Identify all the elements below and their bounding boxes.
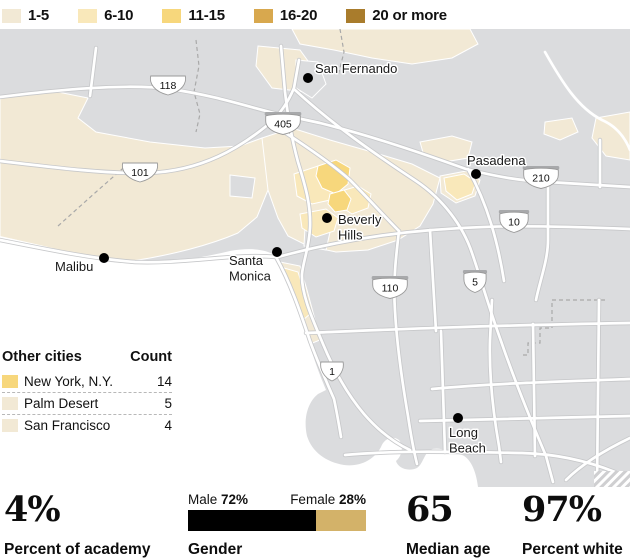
city-dot	[322, 213, 332, 223]
row-city: New York, N.Y.	[24, 374, 114, 389]
legend-item: 16-20	[253, 7, 318, 24]
highway-shield-5: 5	[462, 270, 488, 293]
row-swatch	[2, 397, 18, 410]
stat-median-age-value: 65	[406, 489, 454, 530]
region-11-15	[315, 159, 352, 213]
legend-label: 1-5	[28, 7, 50, 24]
city-malibu: Malibu	[54, 253, 109, 276]
shield-number: 10	[508, 217, 520, 229]
legend-label: 16-20	[279, 7, 318, 24]
table-row: New York, N.Y. 14	[2, 371, 172, 393]
hatched-edge	[594, 471, 630, 487]
table-count-header: Count	[130, 349, 172, 365]
highway-shield-405: 405	[264, 112, 302, 135]
shield-number: 5	[472, 277, 478, 289]
highway-shield-1: 1	[320, 361, 344, 382]
legend-item: 1-5	[2, 7, 49, 24]
shield-number: 110	[382, 283, 399, 295]
gender-bar	[188, 510, 366, 531]
city-beverly-hills: Beverly Hills	[322, 211, 383, 244]
city-long-beach: Long Beach	[448, 413, 487, 457]
stat-median-age-label: Median age	[406, 541, 491, 558]
shield-number: 101	[131, 167, 149, 179]
city-dot	[453, 413, 463, 423]
legend-swatch	[2, 8, 21, 23]
legend-item: 11-15	[162, 7, 225, 24]
table-row: Palm Desert 5	[2, 393, 172, 415]
shield-number: 1	[329, 366, 335, 378]
row-city: San Francisco	[24, 418, 111, 433]
city-dot	[471, 169, 481, 179]
city-santa-monica: Santa Monica	[228, 247, 282, 285]
legend-item: 20 or more	[346, 7, 447, 24]
gender-stat: Male 72% Female 28%	[188, 492, 366, 531]
other-cities-table: Other cities Count New York, N.Y. 14 Palm …	[2, 349, 172, 436]
shield-number: 210	[532, 173, 550, 185]
row-count: 14	[156, 374, 172, 389]
stat-percent-white-value: 97%	[522, 489, 602, 530]
city-pasadena: Pasadena	[466, 152, 528, 179]
legend-item: 6-10	[78, 7, 134, 24]
ocean	[0, 236, 478, 487]
highway-shields: 118 405 101 210 10 5 110 1	[121, 75, 560, 382]
city-label: Pasadena	[467, 153, 526, 168]
city-label: Long Beach	[449, 425, 486, 456]
legend-swatch	[253, 8, 273, 23]
city-dot	[303, 73, 313, 83]
gender-bar-male-segment	[188, 510, 317, 531]
stat-gender-label: Gender	[188, 541, 243, 558]
highway-shield-10: 10	[498, 210, 530, 233]
city-san-fernando: San Fernando	[303, 60, 399, 83]
city-label: San Fernando	[315, 61, 397, 76]
legend-swatch	[78, 8, 98, 23]
city-label: Beverly Hills	[338, 212, 382, 243]
legend-swatch	[346, 8, 366, 23]
gender-male-text: Male 72%	[188, 492, 249, 507]
highway-shield-118: 118	[149, 75, 187, 96]
row-swatch	[2, 419, 18, 432]
row-count: 4	[164, 418, 172, 433]
gender-female-text: Female 28%	[290, 492, 366, 507]
highway-shield-210: 210	[522, 166, 560, 189]
shield-number: 118	[160, 80, 177, 92]
row-swatch	[2, 375, 18, 388]
city-dot	[99, 253, 109, 263]
stat-percent-white-label: Percent white	[522, 541, 623, 558]
stat-academy-label: Percent of academy	[4, 541, 151, 558]
city-label: Malibu	[55, 259, 93, 274]
table-row: San Francisco 4	[2, 415, 172, 436]
city-dot	[272, 247, 282, 257]
legend-swatch	[162, 8, 182, 23]
city-markers: San Fernando Pasadena Beverly Hills Santa Mon…	[54, 60, 528, 458]
stat-academy-value: 4%	[4, 489, 61, 530]
highway-shield-110: 110	[371, 276, 409, 299]
legend-label: 20 or more	[372, 7, 447, 24]
row-count: 5	[164, 396, 172, 411]
legend-label: 6-10	[104, 7, 134, 24]
highway-shield-101: 101	[121, 162, 159, 183]
map-legend: 1-5 6-10 11-15 16-20 20 or more	[2, 7, 447, 24]
city-label: Santa Monica	[229, 253, 272, 284]
shield-number: 405	[274, 119, 292, 131]
legend-label: 11-15	[188, 7, 225, 24]
row-city: Palm Desert	[24, 396, 99, 411]
gender-bar-female-segment	[316, 510, 366, 531]
table-title: Other cities	[2, 349, 82, 365]
